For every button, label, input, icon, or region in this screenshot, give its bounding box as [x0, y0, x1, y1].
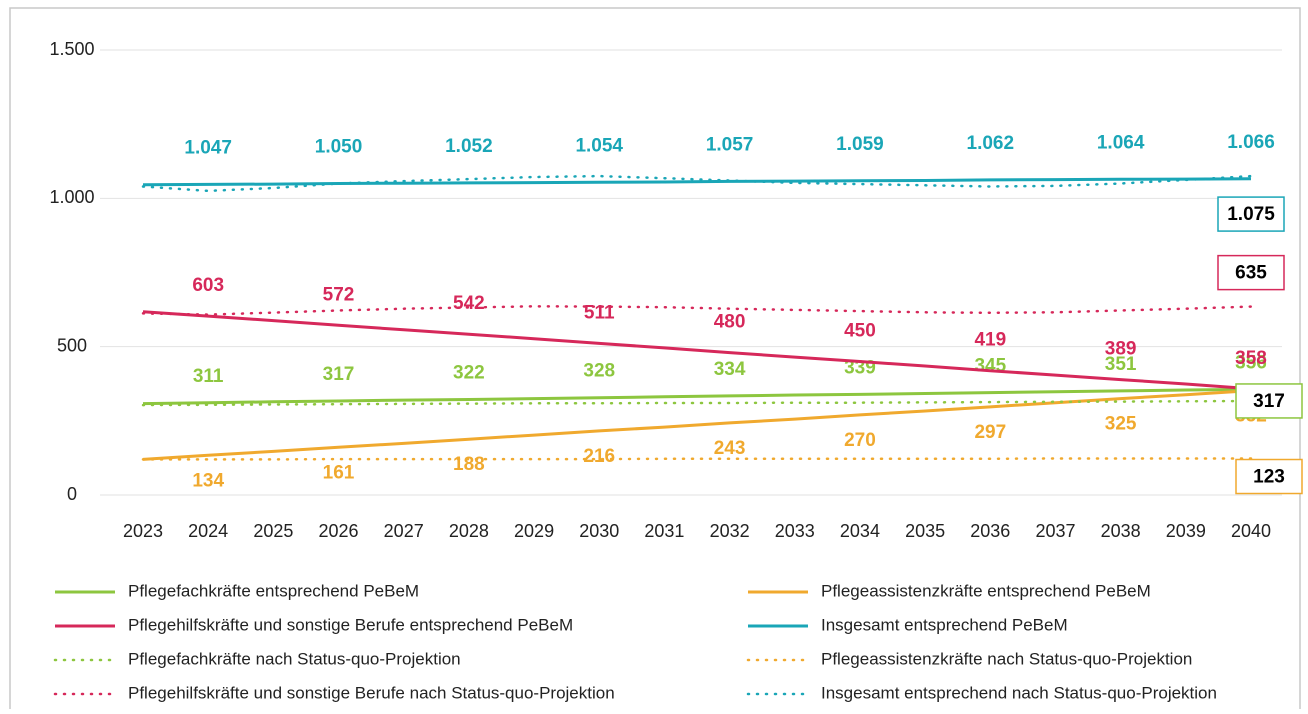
value-label: 358 — [1235, 348, 1267, 369]
legend-label: Pflegeassistenzkräfte nach Status-quo-Pr… — [821, 649, 1192, 668]
x-tick-label: 2040 — [1231, 521, 1271, 541]
value-label: 480 — [714, 312, 746, 333]
value-label: 1.047 — [184, 137, 232, 158]
x-tick-label: 2029 — [514, 521, 554, 541]
value-label: 1.064 — [1097, 132, 1145, 153]
value-label: 328 — [583, 361, 615, 382]
end-label-box — [1217, 196, 1285, 232]
value-label: 1.066 — [1227, 132, 1275, 153]
legend-label: Insgesamt entsprechend PeBeM — [821, 615, 1068, 634]
end-label-box — [1235, 383, 1303, 419]
x-tick-label: 2026 — [319, 521, 359, 541]
y-tick-label: 1.000 — [49, 187, 94, 207]
dotted-line — [141, 305, 1253, 316]
legend-label: Pflegehilfskräfte und sonstige Berufe na… — [128, 683, 615, 702]
x-tick-label: 2031 — [644, 521, 684, 541]
x-tick-label: 2032 — [710, 521, 750, 541]
solid-line — [142, 177, 1252, 187]
value-label: 317 — [323, 364, 355, 385]
legend-label: Pflegefachkräfte nach Status-quo-Projekt… — [128, 649, 461, 668]
value-label: 1.057 — [706, 134, 754, 155]
value-label: 572 — [323, 284, 355, 305]
y-tick-label: 1.500 — [49, 39, 94, 59]
y-tick-label: 0 — [67, 484, 77, 504]
value-label: 1.052 — [445, 136, 493, 157]
value-label: 134 — [192, 470, 224, 491]
value-label: 450 — [844, 321, 876, 342]
value-label: 216 — [583, 446, 615, 467]
frame — [9, 7, 1301, 709]
x-tick-label: 2025 — [253, 521, 293, 541]
y-tick-label: 500 — [57, 335, 87, 355]
value-label: 322 — [453, 362, 485, 383]
value-label: 334 — [714, 359, 746, 380]
value-label: 345 — [974, 356, 1006, 377]
value-label: 356 — [1235, 352, 1267, 373]
value-label: 351 — [1105, 354, 1137, 375]
end-label-box — [1217, 254, 1285, 291]
x-tick-label: 2030 — [579, 521, 619, 541]
x-tick-label: 2027 — [384, 521, 424, 541]
value-label: 1.050 — [315, 137, 363, 158]
x-tick-label: 2039 — [1166, 521, 1206, 541]
legend-label: Pflegefachkräfte entsprechend PeBeM — [128, 581, 419, 600]
legend-label: Pflegeassistenzkräfte entsprechend PeBeM — [821, 581, 1151, 600]
value-label: 270 — [844, 430, 876, 451]
value-label: 603 — [192, 275, 224, 296]
value-label: 161 — [323, 462, 355, 483]
solid-line — [142, 389, 1252, 461]
value-label: 188 — [453, 454, 485, 475]
solid-line — [142, 387, 1252, 406]
value-label: 243 — [714, 438, 746, 459]
value-label: 1.062 — [967, 133, 1015, 154]
value-label: 1.059 — [836, 134, 884, 155]
x-tick-label: 2024 — [188, 521, 228, 541]
value-label: 511 — [584, 302, 615, 323]
end-label: 1.075 — [1227, 204, 1275, 225]
dotted-line — [141, 457, 1253, 461]
x-tick-label: 2035 — [905, 521, 945, 541]
end-label-box — [1235, 458, 1303, 495]
x-tick-label: 2023 — [123, 521, 163, 541]
x-tick-label: 2034 — [840, 521, 880, 541]
value-label: 1.054 — [575, 135, 623, 156]
solid-line — [142, 310, 1252, 391]
x-tick-label: 2038 — [1101, 521, 1141, 541]
value-label: 542 — [453, 293, 485, 314]
x-tick-label: 2028 — [449, 521, 489, 541]
value-label: 325 — [1105, 414, 1137, 435]
value-label: 297 — [974, 422, 1006, 443]
end-label: 123 — [1253, 467, 1285, 488]
legend-label: Pflegehilfskräfte und sonstige Berufe en… — [128, 615, 573, 634]
value-label: 389 — [1105, 339, 1137, 360]
end-label: 317 — [1253, 391, 1285, 412]
x-tick-label: 2036 — [970, 521, 1010, 541]
value-label: 419 — [974, 330, 1006, 351]
x-tick-label: 2037 — [1035, 521, 1075, 541]
legend-label: Insgesamt entsprechend nach Status-quo-P… — [821, 683, 1217, 702]
value-label: 311 — [193, 366, 224, 387]
end-label: 635 — [1235, 263, 1267, 284]
x-tick-label: 2033 — [775, 521, 815, 541]
